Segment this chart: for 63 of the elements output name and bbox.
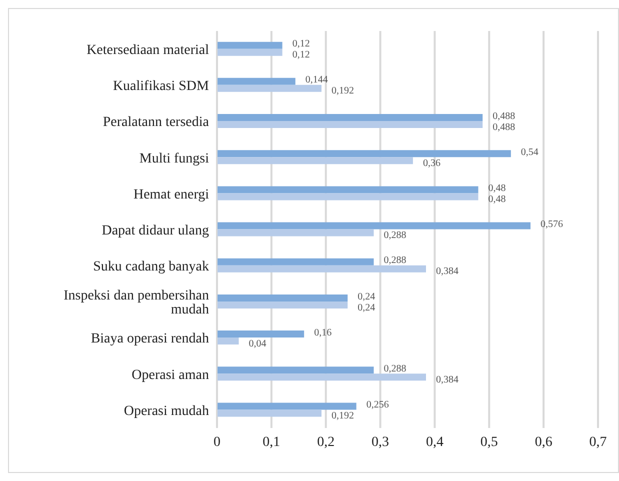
data-label: 0,16 <box>314 327 332 338</box>
y-tick-label: Dapat didaur ulang <box>102 223 209 238</box>
bar <box>217 402 356 410</box>
y-tick-label: Peralatann tersedia <box>102 115 210 130</box>
bar <box>217 265 426 272</box>
y-tick-label: Ketersediaan material <box>86 43 210 58</box>
bar <box>217 157 413 164</box>
bar <box>217 222 531 230</box>
data-label: 0,288 <box>384 255 406 266</box>
data-label: 0,488 <box>492 110 516 122</box>
bar <box>217 193 478 200</box>
data-label: 0,384 <box>436 374 459 386</box>
bar <box>217 150 511 158</box>
data-label: 0,192 <box>332 410 354 422</box>
bar <box>217 48 282 56</box>
data-label: 0,54 <box>520 146 538 158</box>
x-tick-label: 0,4 <box>426 434 444 450</box>
bar <box>217 186 478 194</box>
x-tick-label: 0,2 <box>317 434 335 450</box>
x-tick-label: 0,6 <box>534 434 552 450</box>
y-tick-label: Suku cadang banyak <box>93 260 209 275</box>
bar <box>217 114 483 122</box>
y-tick-label: Biaya operasi rendah <box>90 332 209 347</box>
bar <box>217 121 483 128</box>
bar <box>217 301 348 308</box>
data-label: 0,288 <box>384 363 406 374</box>
bar <box>217 330 304 338</box>
y-tick-label: Inspeksi dan pembersihan mudah <box>64 288 209 318</box>
x-tick-label: 0,5 <box>480 434 498 450</box>
x-tick-label: 0,3 <box>372 434 390 450</box>
bar <box>217 374 426 381</box>
data-label: 0,288 <box>384 230 406 242</box>
data-label: 0,192 <box>332 86 354 97</box>
data-label: 0,36 <box>422 158 440 169</box>
data-label: 0,144 <box>305 74 328 86</box>
data-label: 0,576 <box>540 219 564 230</box>
data-label: 0,12 <box>292 50 310 61</box>
data-label: 0,48 <box>488 194 506 205</box>
data-label: 0,24 <box>358 302 376 314</box>
data-label: 0,48 <box>488 182 506 194</box>
bar <box>217 229 374 236</box>
bar <box>217 366 374 374</box>
data-label: 0,04 <box>248 338 266 350</box>
y-tick-label: Operasi mudah <box>124 404 209 419</box>
x-tick-label: 0,7 <box>589 434 607 450</box>
bar <box>217 338 239 345</box>
data-label: 0,488 <box>492 122 516 133</box>
bar <box>217 410 322 417</box>
data-label: 0,12 <box>292 38 310 50</box>
data-label: 0,256 <box>366 400 389 411</box>
bar <box>217 258 374 266</box>
x-tick-label: 0 <box>214 434 220 450</box>
y-tick-label: Operasi aman <box>132 368 209 383</box>
y-tick-label: Multi fungsi <box>139 151 210 166</box>
x-tick-label: 0,1 <box>262 434 280 450</box>
y-tick-label: Hemat energi <box>133 187 210 202</box>
data-label: 0,24 <box>358 291 376 302</box>
data-label: 0,384 <box>436 266 459 278</box>
bar <box>217 78 296 85</box>
bar <box>217 294 348 302</box>
bar <box>217 84 322 92</box>
bar <box>217 42 282 49</box>
y-tick-label: Kualifikasi SDM <box>112 79 210 94</box>
